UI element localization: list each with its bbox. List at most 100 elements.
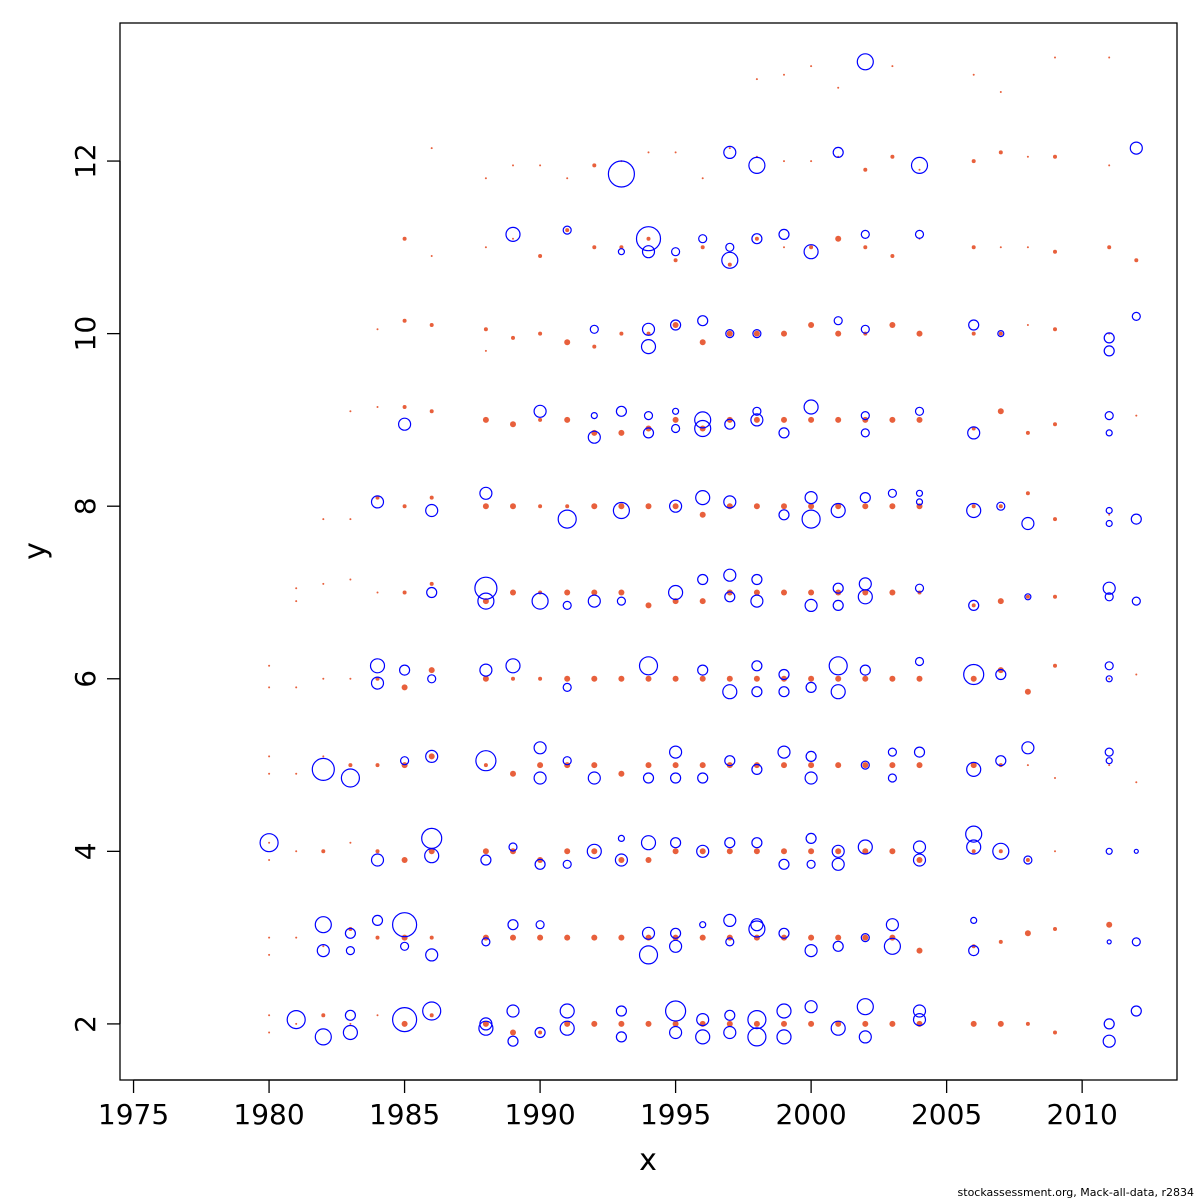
filled-point bbox=[401, 1020, 408, 1027]
filled-point bbox=[511, 676, 515, 681]
open-point bbox=[400, 941, 410, 951]
filled-point bbox=[295, 936, 298, 939]
filled-point bbox=[808, 934, 815, 941]
open-point bbox=[804, 771, 818, 785]
open-point bbox=[371, 914, 384, 927]
filled-point bbox=[835, 503, 842, 510]
open-point bbox=[722, 684, 738, 700]
open-point bbox=[638, 945, 659, 965]
open-point bbox=[1133, 848, 1139, 854]
open-point bbox=[832, 940, 844, 952]
open-point bbox=[885, 918, 900, 932]
filled-point bbox=[753, 848, 760, 855]
open-point bbox=[1105, 506, 1113, 515]
open-point bbox=[724, 837, 736, 849]
filled-point bbox=[726, 1020, 733, 1027]
open-point bbox=[562, 225, 572, 235]
filled-point bbox=[645, 857, 652, 863]
filled-point bbox=[1054, 850, 1056, 853]
open-point bbox=[995, 668, 1007, 681]
filled-point bbox=[564, 589, 571, 596]
filled-point bbox=[537, 762, 544, 769]
open-point bbox=[725, 937, 735, 947]
open-point bbox=[750, 594, 764, 608]
filled-point bbox=[401, 857, 408, 863]
filled-point bbox=[295, 1022, 298, 1025]
open-point bbox=[534, 858, 546, 870]
filled-point bbox=[808, 675, 815, 682]
filled-point bbox=[402, 236, 407, 241]
filled-point bbox=[322, 945, 325, 948]
open-point bbox=[587, 771, 601, 785]
open-point bbox=[667, 584, 684, 601]
filled-point bbox=[375, 676, 380, 681]
filled-point bbox=[781, 416, 787, 423]
filled-point bbox=[349, 518, 352, 521]
filled-point bbox=[808, 848, 815, 855]
filled-point bbox=[753, 330, 760, 337]
open-point bbox=[398, 417, 412, 431]
open-point bbox=[425, 948, 439, 962]
filled-point bbox=[510, 770, 516, 777]
filled-point bbox=[1108, 764, 1111, 767]
filled-point bbox=[512, 237, 514, 240]
y-tick-label: 10 bbox=[69, 316, 102, 352]
open-point bbox=[750, 918, 764, 932]
x-tick-label: 1980 bbox=[233, 1098, 304, 1131]
filled-point bbox=[484, 246, 487, 249]
open-point bbox=[992, 842, 1010, 860]
filled-point bbox=[808, 416, 815, 423]
filled-point bbox=[591, 762, 598, 769]
open-point bbox=[642, 427, 655, 439]
filled-point bbox=[322, 582, 325, 585]
open-point bbox=[557, 509, 577, 529]
open-point bbox=[1021, 741, 1035, 755]
open-point bbox=[830, 502, 846, 519]
filled-point bbox=[539, 164, 542, 167]
filled-point bbox=[591, 934, 598, 941]
open-point bbox=[507, 1035, 519, 1047]
filled-point bbox=[971, 849, 976, 854]
filled-point bbox=[1053, 517, 1057, 522]
filled-point bbox=[889, 322, 896, 328]
filled-point bbox=[349, 841, 352, 844]
open-point bbox=[698, 234, 708, 244]
filled-point bbox=[428, 848, 435, 855]
filled-point bbox=[538, 676, 543, 681]
filled-point bbox=[429, 409, 434, 414]
open-point bbox=[370, 495, 385, 509]
filled-point bbox=[483, 327, 488, 332]
filled-point bbox=[482, 503, 489, 510]
filled-point bbox=[672, 322, 679, 328]
open-point bbox=[534, 1026, 546, 1039]
filled-point bbox=[781, 848, 787, 855]
open-point bbox=[887, 773, 898, 783]
open-point bbox=[915, 489, 924, 497]
open-point bbox=[643, 411, 654, 421]
open-point bbox=[752, 329, 762, 339]
open-point bbox=[914, 656, 925, 667]
filled-point bbox=[1053, 1030, 1057, 1035]
open-point bbox=[425, 503, 439, 518]
open-point bbox=[612, 501, 631, 520]
open-point bbox=[615, 405, 628, 417]
filled-point bbox=[998, 849, 1003, 854]
y-axis-title: y bbox=[18, 542, 53, 560]
open-point bbox=[344, 927, 356, 939]
open-point bbox=[641, 926, 656, 940]
y-tick-label: 2 bbox=[69, 1015, 102, 1033]
open-point bbox=[1131, 596, 1141, 606]
filled-point bbox=[971, 603, 976, 608]
filled-point bbox=[699, 762, 706, 769]
filled-point bbox=[998, 331, 1003, 336]
open-point bbox=[1104, 592, 1114, 602]
filled-point bbox=[538, 1030, 543, 1035]
open-point bbox=[967, 426, 981, 440]
filled-point bbox=[295, 772, 298, 775]
filled-point bbox=[1024, 930, 1031, 937]
filled-point bbox=[538, 504, 543, 509]
open-point bbox=[617, 834, 626, 843]
filled-point bbox=[699, 934, 706, 941]
open-point bbox=[831, 844, 845, 858]
open-point bbox=[723, 1025, 737, 1040]
